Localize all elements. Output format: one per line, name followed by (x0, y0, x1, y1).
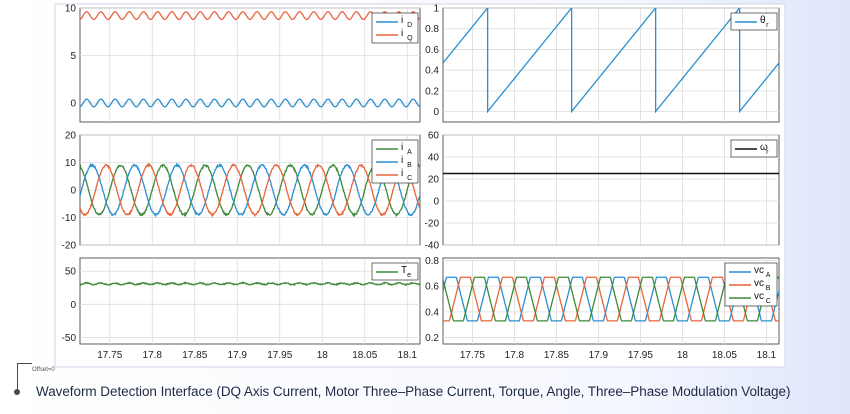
y-tick-label: 20 (65, 131, 77, 142)
y-tick-label: 20 (428, 175, 440, 186)
figure-caption: Waveform Detection Interface (DQ Axis Cu… (36, 384, 791, 399)
y-tick-label: 1 (433, 4, 439, 15)
y-tick-label: 0.2 (425, 86, 439, 97)
legend-subscript: A (407, 149, 412, 156)
panel-middle-right: 60 40 20 0 -20 -40 ωr (425, 131, 780, 252)
legend: ωr (730, 139, 778, 158)
series-line-T-e (80, 281, 420, 287)
x-tick-label: 17.9 (589, 350, 609, 361)
series-line-vc-C (443, 276, 779, 322)
series-line-vc-B (443, 276, 779, 322)
legend-subscript: D (407, 22, 412, 29)
caption-bullet (14, 389, 20, 395)
legend: i Ai Bi C (371, 139, 419, 184)
legend-label: i (401, 15, 403, 26)
legend-label: T (401, 265, 407, 276)
legend-subscript: B (407, 162, 412, 169)
legend-label: i (401, 168, 403, 179)
x-tick-label: 18.1 (757, 350, 777, 361)
legend: i Di Q (371, 12, 419, 44)
legend-subscript: B (766, 285, 771, 292)
x-tick-label: 17.95 (628, 350, 653, 361)
y-tick-label: 0 (70, 186, 76, 197)
series-line-i-C (80, 162, 420, 218)
series-line-i-A (80, 163, 420, 218)
plot-frame (79, 257, 421, 345)
y-tick-label: 0.4 (425, 66, 439, 77)
y-tick-label: 10 (65, 158, 77, 169)
y-tick-label: -20 (425, 219, 440, 230)
legend-label: i (401, 28, 403, 39)
legend-subscript: r (766, 22, 769, 29)
legend-label: ω (760, 142, 768, 153)
y-tick-label: 0 (70, 300, 76, 311)
series-line-vc-A (443, 276, 779, 322)
x-tick-label: 17.75 (97, 350, 122, 361)
legend-subscript: C (407, 175, 412, 182)
series-line-i-B (80, 162, 420, 218)
plot-frame (79, 7, 421, 123)
y-tick-label: 0.6 (425, 282, 439, 293)
offset-label: Offset=0 (32, 367, 55, 373)
legend-subscript: e (407, 272, 411, 279)
panel-top-right: 1 0.8 0.6 0.4 0.2 0 θ r (425, 4, 780, 123)
y-tick-label: -40 (425, 241, 440, 252)
x-tick-label: 17.8 (143, 350, 163, 361)
legend: vc Avc Bvc C (724, 262, 778, 307)
legend-subscript: C (766, 298, 771, 305)
y-tick-label: 10 (65, 4, 77, 15)
y-tick-label: 0.4 (425, 307, 439, 318)
legend-subscript: A (766, 272, 771, 279)
legend-label: i (401, 142, 403, 153)
series-line-i-Q (80, 11, 420, 21)
y-tick-label: 50 (65, 267, 77, 278)
legend-subscript: Q (407, 35, 413, 42)
legend-box (371, 12, 419, 44)
y-tick-label: 0.6 (425, 45, 439, 56)
y-tick-label: -20 (62, 241, 77, 252)
y-tick-label: 40 (428, 153, 440, 164)
x-tick-label: 17.85 (544, 350, 569, 361)
x-tick-label: 18 (677, 350, 689, 361)
x-tick-label: 17.85 (182, 350, 207, 361)
legend-label: vc (754, 278, 764, 289)
x-tick-label: 18.05 (712, 350, 737, 361)
legend-label: vc (754, 291, 764, 302)
x-tick-label: 17.75 (460, 350, 485, 361)
panel-bottom-right: 0.8 0.6 0.4 0.2 17.75 17.8 17.85 17.9 17.95 18 18.… (425, 256, 780, 361)
legend-label: vc (754, 265, 764, 276)
plot-frame (442, 257, 780, 345)
caption-bracket (17, 363, 32, 392)
y-tick-label: -50 (62, 333, 77, 344)
y-tick-label: 60 (428, 131, 440, 142)
y-tick-label: 0.8 (425, 256, 439, 267)
x-tick-label: 18.1 (398, 350, 418, 361)
x-tick-label: 17.9 (228, 350, 248, 361)
x-tick-label: 17.95 (267, 350, 292, 361)
x-tick-label: 18.05 (352, 350, 377, 361)
series-line-θ-r (443, 8, 779, 114)
legend-label: i (401, 155, 403, 166)
y-tick-label: 0.2 (425, 333, 439, 344)
y-tick-label: 0.8 (425, 24, 439, 35)
x-tick-label: 17.8 (505, 350, 525, 361)
y-tick-label: 0 (70, 99, 76, 110)
y-tick-label: 5 (70, 51, 76, 62)
x-tick-label: 18 (317, 350, 329, 361)
plot-frame (442, 134, 780, 246)
y-tick-label: -10 (62, 213, 77, 224)
series-line-i-D (80, 98, 420, 108)
panel-bottom-left: 50 0 -50 17.75 17.8 17.85 17.9 17.95 18 18.05 18.1… (62, 257, 421, 361)
y-tick-label: 0 (433, 107, 439, 118)
legend-label: θ (760, 15, 766, 26)
y-tick-label: 0 (433, 197, 439, 208)
legend-subscript: r (766, 149, 769, 156)
